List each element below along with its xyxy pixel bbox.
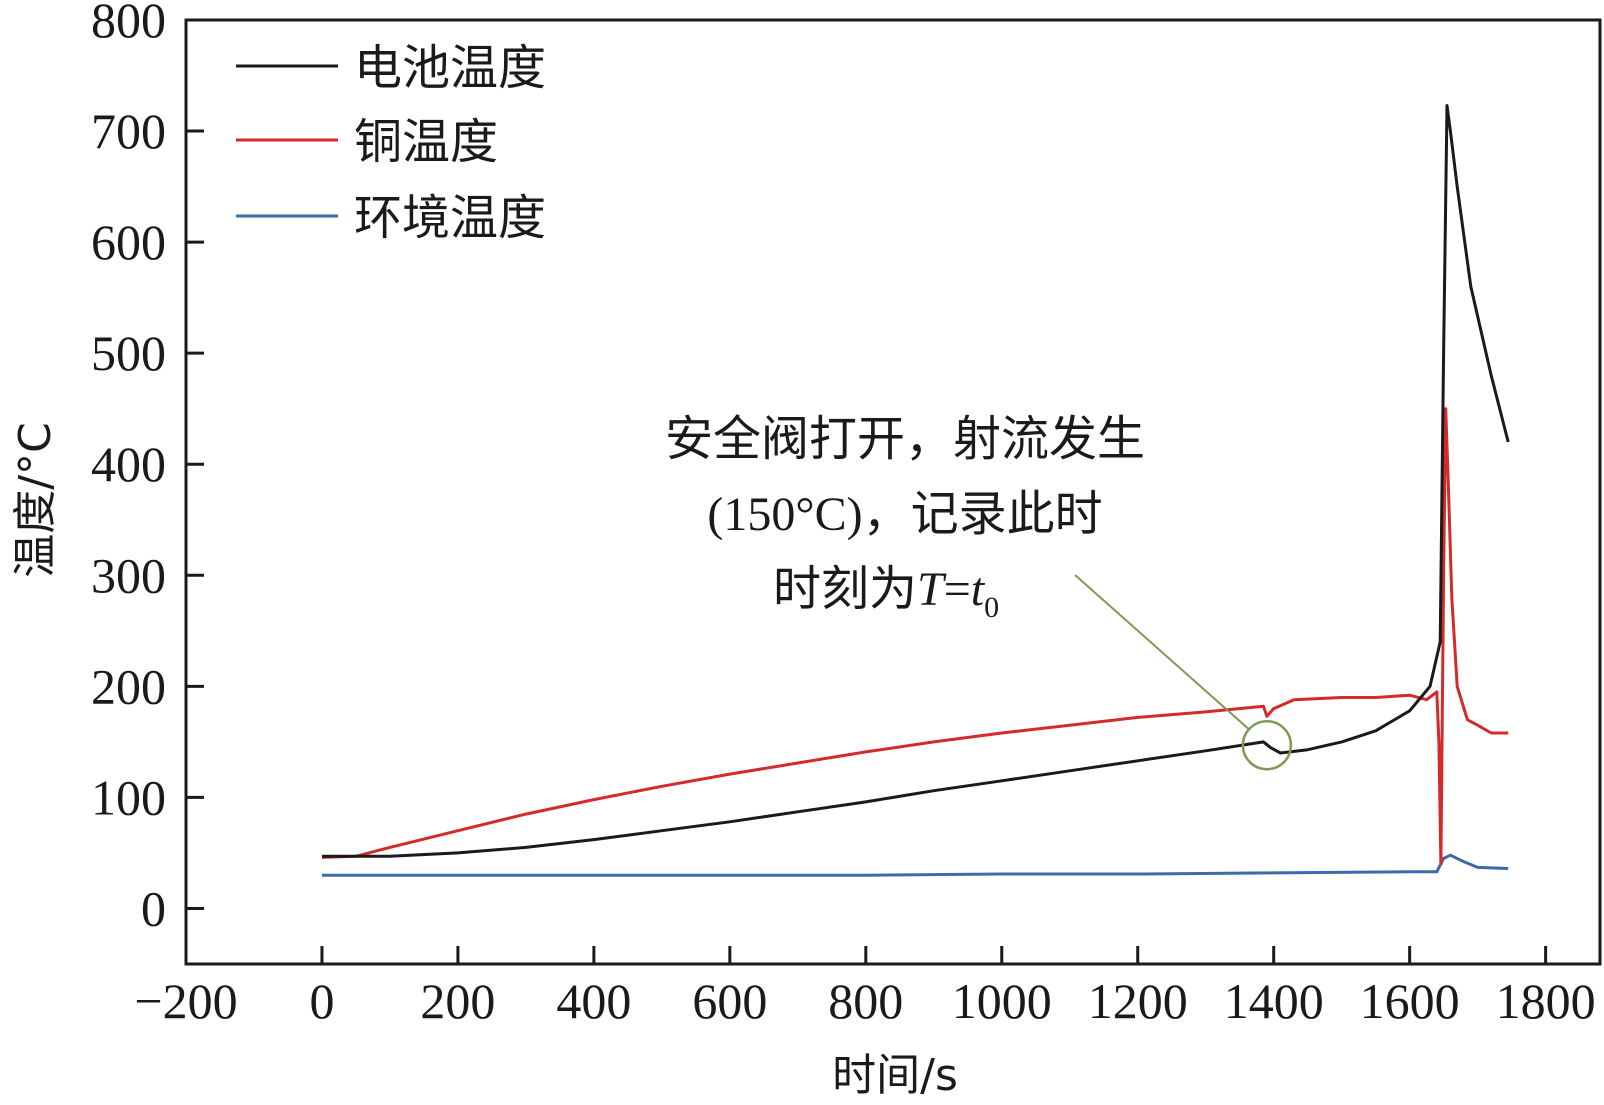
series-line-2 <box>322 853 1509 877</box>
plot-frame <box>184 18 1602 966</box>
legend: 电池温度 铜温度 环境温度 <box>236 40 546 246</box>
series-line-1 <box>321 407 1509 866</box>
y-axis-title: 温度/°C <box>10 422 61 578</box>
y-tick-label-7: 700 <box>91 103 166 159</box>
legend-label-ambient: 环境温度 <box>354 190 546 246</box>
y-tick-label-4: 400 <box>91 436 166 492</box>
annotation: 安全阀打开，射流发生 (150°C)，记录此时 时刻为T=t0 <box>665 413 1293 771</box>
x-tick-label-5: 800 <box>828 973 903 1029</box>
annotation-line-3-prefix: 时刻为 <box>773 563 917 616</box>
y-tick-label-8: 800 <box>91 0 166 48</box>
annotation-line-2: (150°C)，记录此时 <box>707 488 1102 541</box>
x-tick-label-8: 1400 <box>1224 973 1324 1029</box>
y-tick-labels: 0 100 200 300 400 500 600 700 800 <box>91 0 166 936</box>
x-tick-label-2: 200 <box>420 973 495 1029</box>
x-tick-label-6: 1000 <box>952 973 1052 1029</box>
x-axis-title: 时间/s <box>832 1050 958 1101</box>
annotation-equals: = <box>944 563 971 616</box>
x-tick-label-4: 600 <box>692 973 767 1029</box>
series-line-0 <box>322 104 1510 858</box>
y-tick-label-6: 600 <box>91 214 166 270</box>
annotation-circle <box>1241 719 1293 771</box>
annotation-line-1: 安全阀打开，射流发生 <box>665 413 1145 466</box>
y-tick-label-3: 300 <box>91 547 166 603</box>
annotation-leader-line <box>1074 574 1250 730</box>
annotation-subscript: 0 <box>984 591 999 624</box>
x-tick-label-1: 0 <box>309 973 334 1029</box>
x-tick-label-9: 1600 <box>1360 973 1460 1029</box>
legend-label-copper: 铜温度 <box>354 114 498 170</box>
x-tick-labels: −200 0 200 400 600 800 1000 1200 1400 1600 1800 <box>134 973 1595 1029</box>
x-tick-label-7: 1200 <box>1088 973 1188 1029</box>
tick-marks <box>184 18 1548 964</box>
x-tick-label-10: 1800 <box>1496 973 1596 1029</box>
annotation-line-3: 时刻为T=t0 <box>773 563 999 624</box>
annotation-var-t: t <box>971 563 986 616</box>
legend-label-battery: 电池温度 <box>354 40 546 96</box>
y-tick-label-0: 0 <box>141 880 166 936</box>
y-tick-label-2: 200 <box>91 658 166 714</box>
series-layer <box>321 104 1510 877</box>
y-tick-label-5: 500 <box>91 325 166 381</box>
y-tick-label-1: 100 <box>91 769 166 825</box>
x-tick-label-0: −200 <box>134 973 237 1029</box>
x-tick-label-3: 400 <box>556 973 631 1029</box>
annotation-var-T: T <box>917 563 947 616</box>
